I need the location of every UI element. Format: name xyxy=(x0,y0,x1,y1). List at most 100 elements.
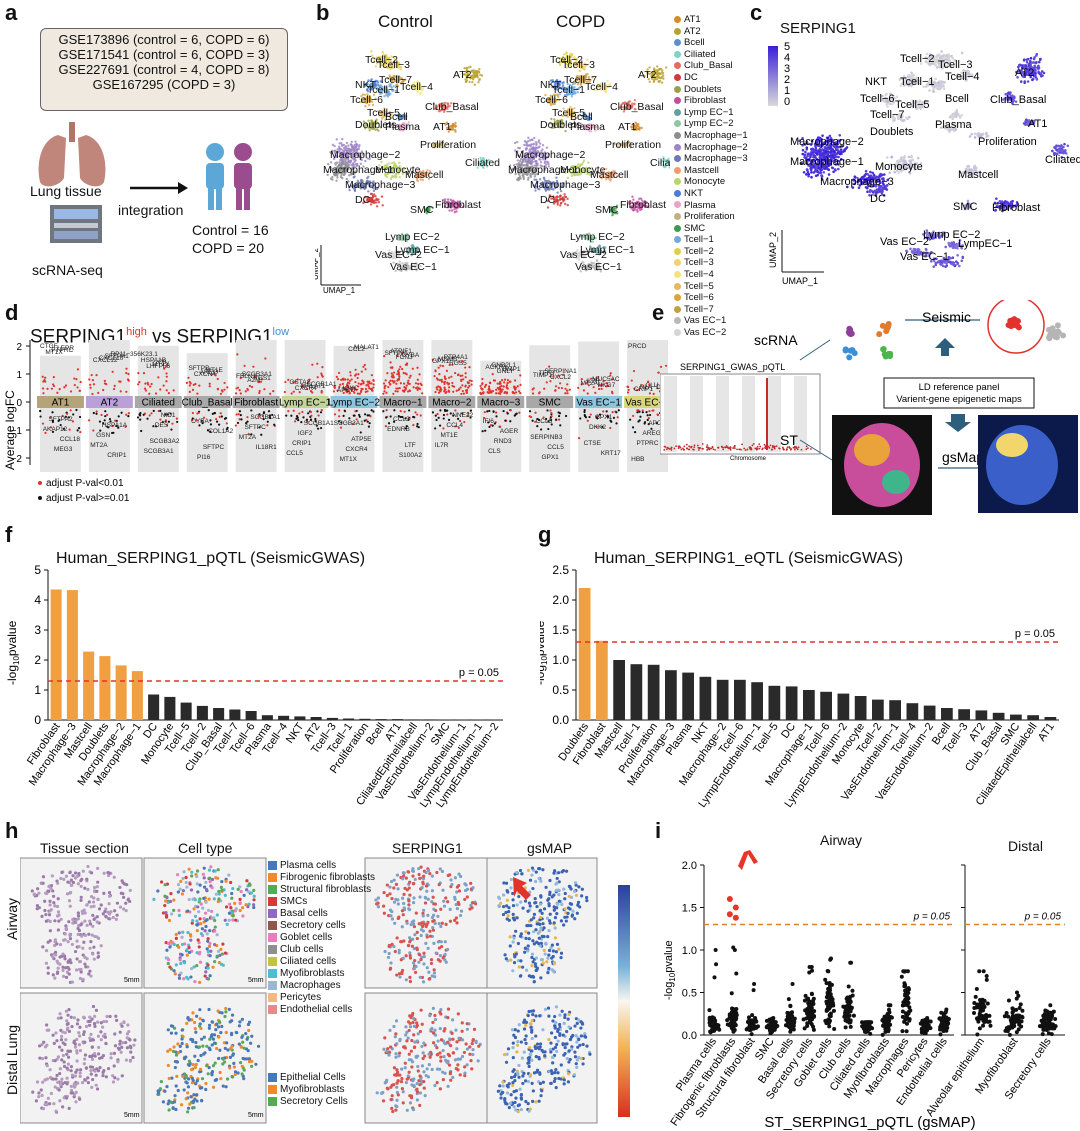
cell-point xyxy=(369,121,372,125)
cell-point xyxy=(569,60,573,64)
down-point xyxy=(294,420,297,423)
cell-point xyxy=(400,76,403,80)
up-point xyxy=(284,380,287,384)
up-point xyxy=(258,389,261,393)
cell-point xyxy=(547,165,551,168)
cell-point xyxy=(390,161,394,165)
cell-point xyxy=(595,125,598,129)
down-point xyxy=(218,423,221,426)
up-point xyxy=(263,388,266,391)
cell-point xyxy=(567,85,570,89)
cell-point xyxy=(567,169,570,172)
legend-dot xyxy=(674,39,681,47)
cell-point xyxy=(344,162,348,166)
cell-point xyxy=(335,161,339,164)
cell-point xyxy=(415,246,419,249)
down-point xyxy=(136,416,140,419)
cell-point xyxy=(366,157,369,160)
cluster-cloud xyxy=(388,57,403,71)
cluster-cloud xyxy=(580,123,598,133)
arrow-head xyxy=(178,182,188,194)
cell-point xyxy=(573,57,576,61)
down-point xyxy=(316,410,319,413)
legend-label: Mastcell xyxy=(684,164,719,176)
up-point xyxy=(125,367,128,370)
panel-label-a: a xyxy=(5,0,18,25)
cell-point xyxy=(564,112,567,115)
cell-point xyxy=(389,76,392,79)
legend-label: Ciliated xyxy=(684,48,716,60)
cell-point xyxy=(583,126,586,130)
up-point xyxy=(157,376,160,379)
cell-point xyxy=(567,61,570,64)
cell-point xyxy=(370,184,374,187)
cell-point xyxy=(389,168,393,172)
cluster-label: Tcell−3 xyxy=(938,59,973,71)
cluster-cloud xyxy=(408,80,424,96)
cell-point xyxy=(1023,81,1027,85)
cell-point xyxy=(563,193,566,196)
cell-point xyxy=(463,66,466,70)
cluster-label: Tcell−4 xyxy=(945,71,980,83)
cell-point xyxy=(363,200,366,203)
legend-dot xyxy=(674,155,681,163)
cell-point xyxy=(814,170,818,173)
cell-point xyxy=(559,197,563,201)
down-point xyxy=(157,409,160,413)
cluster-label: Plasma xyxy=(935,119,973,131)
cell-point xyxy=(364,99,367,103)
cell-point xyxy=(416,179,420,183)
up-point xyxy=(125,390,128,393)
cell-point xyxy=(382,57,385,60)
legend-dot xyxy=(674,108,681,116)
cluster-label: DC xyxy=(355,194,371,206)
cluster-cloud xyxy=(360,93,377,108)
cell-point xyxy=(532,143,535,146)
cell-point xyxy=(1024,123,1027,126)
cell-point xyxy=(386,77,390,80)
cell-point xyxy=(387,252,391,255)
cell-point xyxy=(1057,149,1060,153)
down-point xyxy=(125,413,128,416)
up-point xyxy=(188,384,191,387)
cluster-label: NKT xyxy=(355,79,377,91)
cell-point xyxy=(574,165,577,168)
cell-point xyxy=(567,63,570,67)
cell-point xyxy=(954,260,958,263)
cell-point xyxy=(571,83,575,86)
cell-point xyxy=(646,72,649,75)
cell-point xyxy=(340,164,344,167)
legend-label: Doublets xyxy=(684,83,722,95)
cell-point xyxy=(613,143,616,146)
down-point xyxy=(39,409,42,413)
cell-point xyxy=(388,83,391,86)
cell-point xyxy=(564,129,567,133)
cell-point xyxy=(331,143,335,146)
cell-point xyxy=(536,172,539,176)
cell-point xyxy=(426,169,429,172)
cell-point xyxy=(392,255,395,259)
cluster-cloud xyxy=(476,156,491,170)
cell-point xyxy=(330,168,333,172)
legend-label: SMC xyxy=(684,222,706,234)
cell-point xyxy=(516,178,519,181)
cell-point xyxy=(338,161,341,164)
cell-point xyxy=(837,167,840,171)
cell-point xyxy=(573,66,577,69)
cell-point xyxy=(588,113,592,116)
cell-point xyxy=(396,60,399,63)
cell-point xyxy=(393,163,396,167)
cluster-cloud xyxy=(544,93,561,107)
cluster-label: Bcell xyxy=(385,111,408,123)
cell-point xyxy=(586,172,589,176)
cell-point xyxy=(569,105,572,109)
cell-point xyxy=(469,70,473,73)
cell-point xyxy=(576,163,580,166)
down-point xyxy=(51,411,54,414)
cell-point xyxy=(801,148,805,152)
cell-point xyxy=(814,174,818,178)
up-point xyxy=(154,392,158,395)
down-point xyxy=(285,414,288,417)
cell-point xyxy=(398,161,401,165)
cell-point xyxy=(351,145,354,149)
